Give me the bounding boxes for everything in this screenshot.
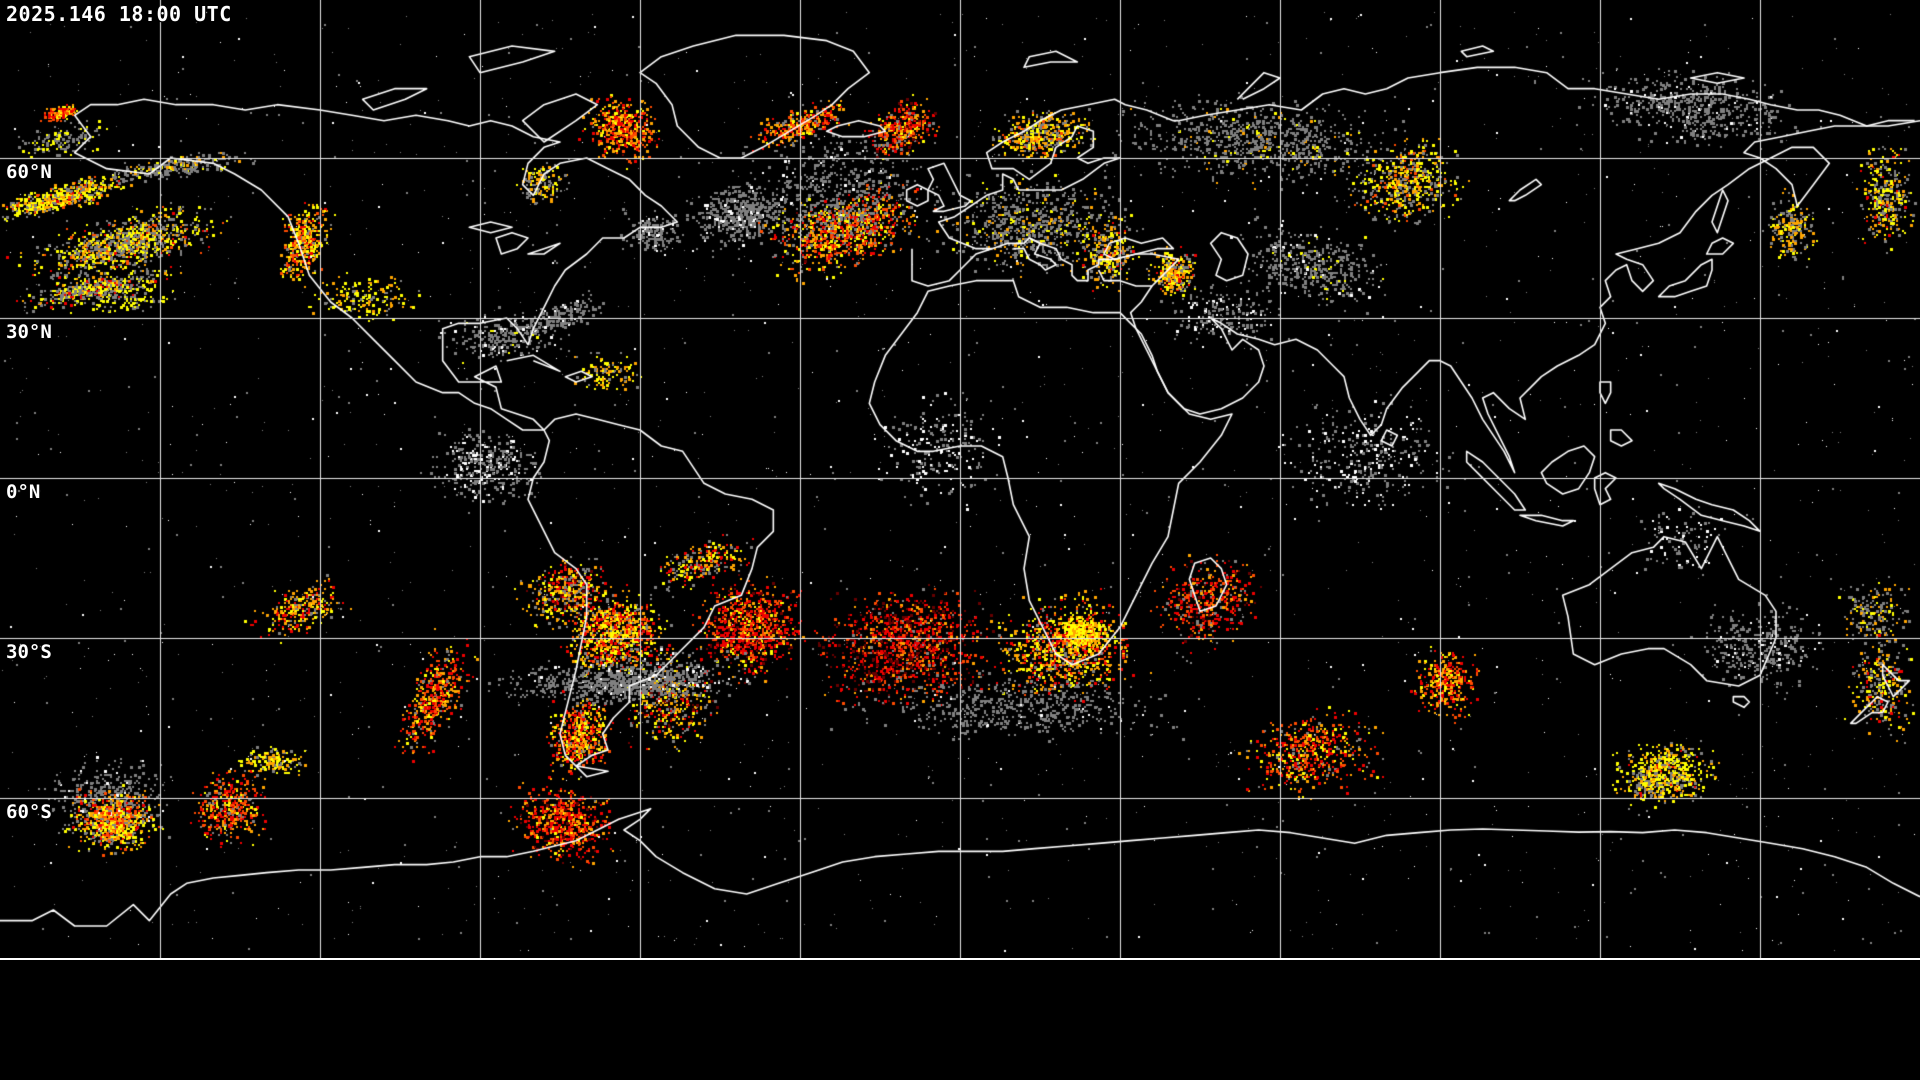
- world-map-canvas: [0, 0, 1920, 958]
- latitude-label--30: 30°S: [6, 641, 52, 663]
- timestamp-label: 2025.146 18:00 UTC: [6, 2, 232, 26]
- latitude-label-0: 0°N: [6, 481, 41, 503]
- legend: SLW Large Drop Index 13.5-1616-1919-2222…: [0, 958, 1920, 1080]
- latitude-label--60: 60°S: [6, 801, 52, 823]
- latitude-label-60: 60°N: [6, 161, 52, 183]
- latitude-label-30: 30°N: [6, 321, 52, 343]
